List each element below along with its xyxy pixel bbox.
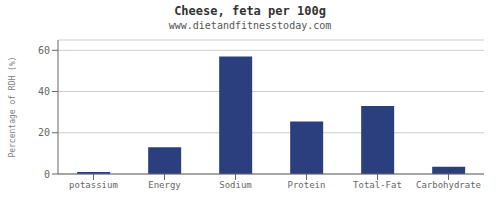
html-text:Cheese, feta per 100g: Cheese, feta per 100g [174, 4, 326, 18]
svg-text:Total-Fat: Total-Fat [353, 180, 402, 190]
svg-text:Sodium: Sodium [219, 180, 252, 190]
svg-text:40: 40 [38, 86, 50, 97]
svg-text:Energy: Energy [148, 180, 181, 190]
svg-text:potassium: potassium [69, 180, 118, 190]
svg-text:20: 20 [38, 127, 50, 138]
svg-text:0: 0 [44, 169, 50, 180]
svg-text:Protein: Protein [288, 180, 326, 190]
html-text:www.dietandfitnesstoday.com: www.dietandfitnesstoday.com [168, 20, 332, 31]
svg-text:Percentage of RDH (%): Percentage of RDH (%) [8, 56, 17, 157]
svg-text:Carbohydrate: Carbohydrate [416, 180, 481, 190]
svg-text:60: 60 [38, 45, 50, 56]
